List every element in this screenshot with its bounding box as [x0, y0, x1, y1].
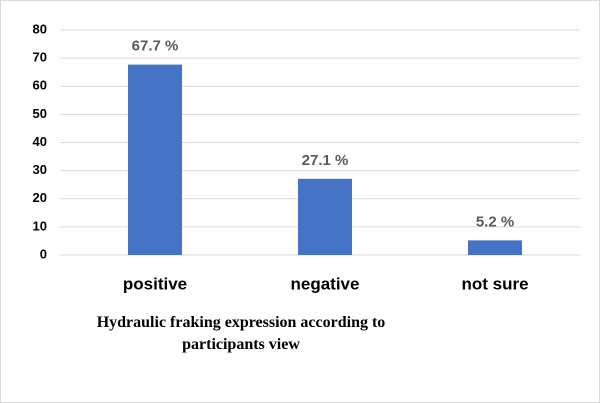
y-tick-label: 80	[33, 21, 47, 36]
y-tick-label: 50	[33, 106, 47, 121]
x-tick-label: positive	[123, 274, 187, 293]
bar	[468, 240, 522, 255]
y-tick-label: 30	[33, 162, 47, 177]
bar	[298, 178, 352, 255]
x-tick-label: negative	[291, 274, 360, 293]
y-tick-label: 20	[33, 190, 47, 205]
bar	[128, 64, 182, 255]
y-tick-label: 10	[33, 218, 47, 233]
y-tick-label: 40	[33, 134, 47, 149]
value-label: 5.2 %	[476, 213, 514, 230]
y-tick-label: 70	[33, 50, 47, 65]
y-tick-label: 60	[33, 78, 47, 93]
y-tick-label: 0	[40, 246, 47, 261]
x-tick-label: not sure	[461, 274, 528, 293]
chart-title: Hydraulic fraking expression according t…	[96, 314, 386, 353]
value-label: 67.7 %	[132, 38, 179, 55]
value-label: 27.1 %	[302, 152, 349, 169]
